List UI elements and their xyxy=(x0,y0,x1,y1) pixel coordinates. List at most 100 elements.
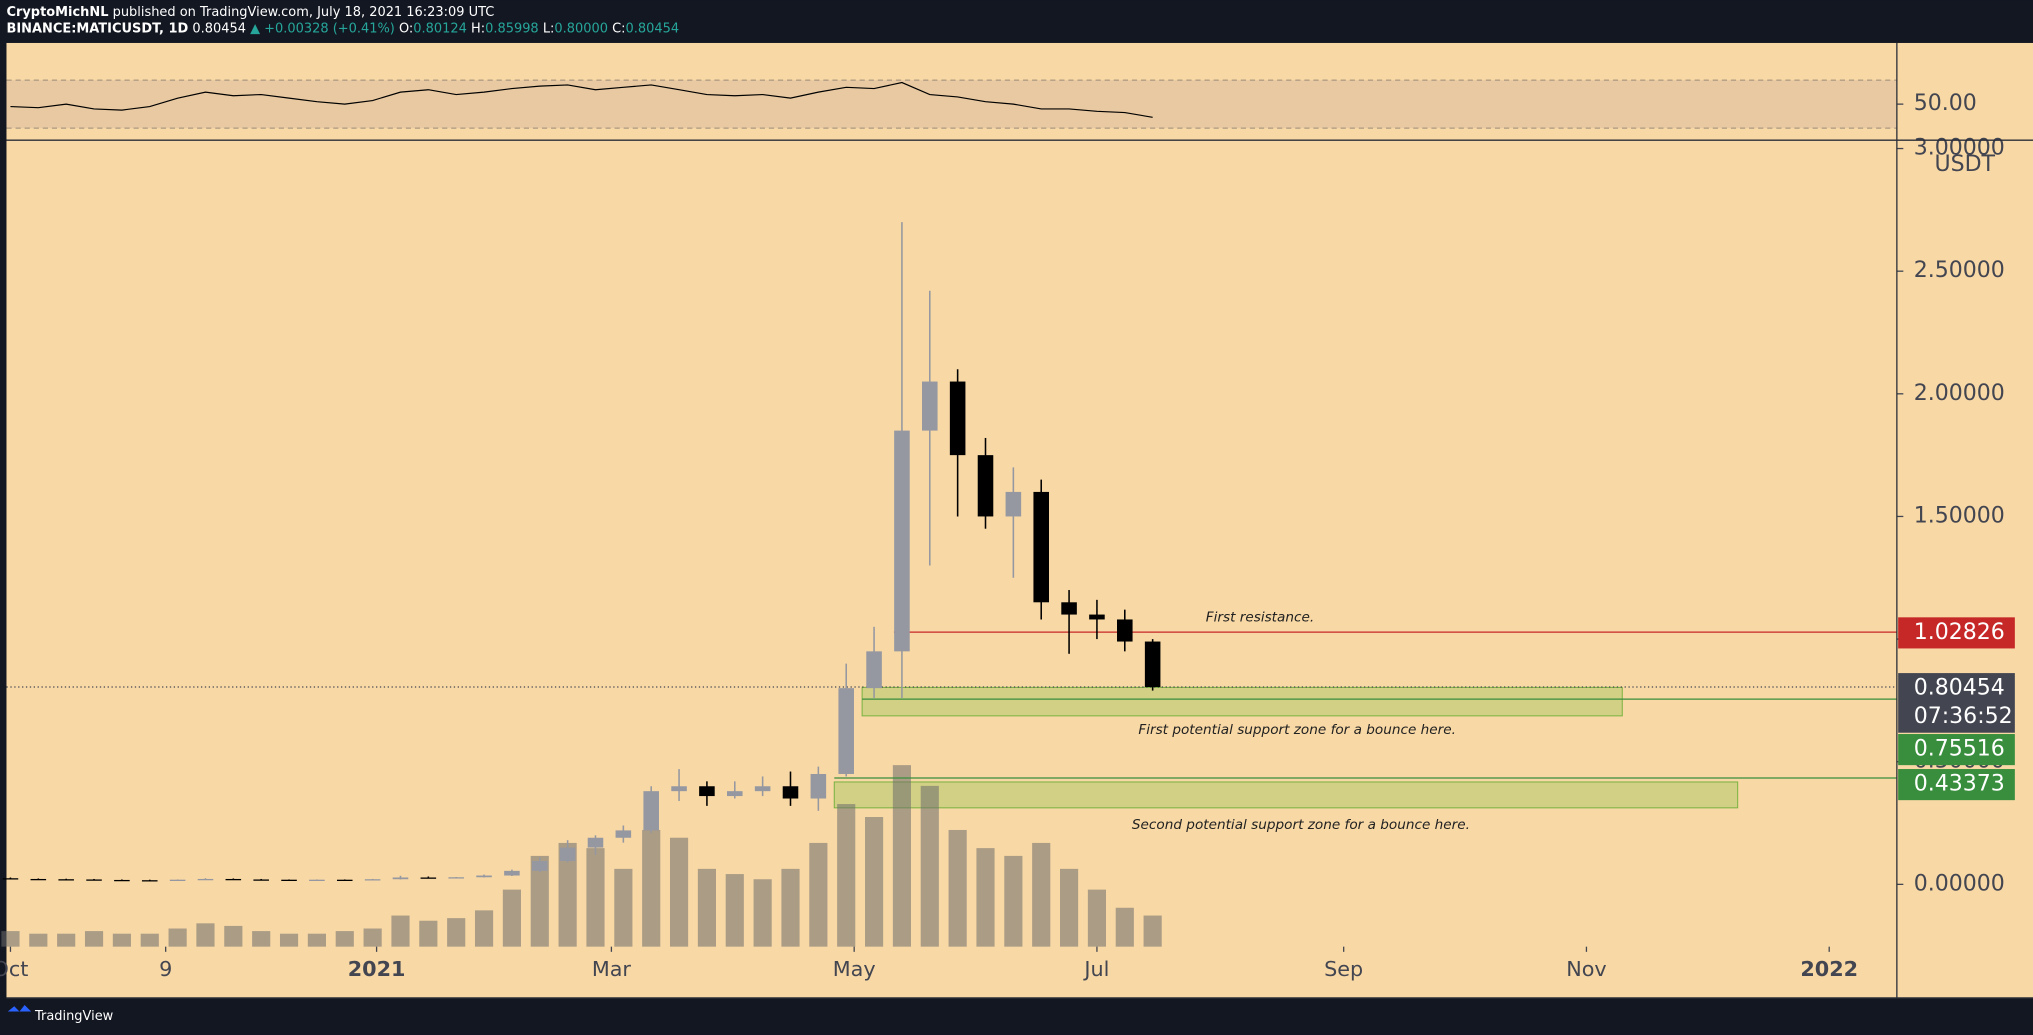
volume-bar xyxy=(474,910,494,947)
volume-bar xyxy=(530,855,549,947)
brand-logo xyxy=(7,1005,32,1012)
candle-body xyxy=(281,879,297,881)
annotation: First potential support zone for a bounc… xyxy=(1138,722,1456,738)
candle-body xyxy=(448,877,464,879)
support-zone xyxy=(833,781,1739,809)
volume-bar xyxy=(697,868,716,947)
price-tag-label: 0.43373 xyxy=(1914,772,2005,797)
last-price: 0.80454 xyxy=(192,21,246,36)
candle-body xyxy=(364,879,381,881)
candle-body xyxy=(169,879,186,881)
open-key: O: xyxy=(399,21,413,36)
candle-body xyxy=(504,870,520,876)
change: ▲ +0.00328 (+0.41%) xyxy=(250,21,395,36)
candle-body xyxy=(615,830,632,838)
candle-body xyxy=(1144,641,1161,688)
candle-body xyxy=(699,786,715,797)
volume-bar xyxy=(140,933,159,947)
x-tick-label: Sep xyxy=(1324,957,1363,981)
x-tick-label: Jul xyxy=(1082,957,1109,981)
symbol: BINANCE:MATICUSDT, 1D xyxy=(6,21,188,36)
price-tag-label: 0.75516 xyxy=(1914,737,2005,762)
price-tag xyxy=(1898,617,2015,649)
volume-bar xyxy=(753,879,772,947)
y-tick-label: 0.00000 xyxy=(1914,871,2005,896)
x-tick-label: Mar xyxy=(592,957,632,981)
candle-body xyxy=(810,773,827,799)
volume-bar xyxy=(391,915,410,947)
candle-body xyxy=(1005,491,1022,517)
candle-body xyxy=(671,786,687,792)
author: CryptoMichNL xyxy=(6,4,108,19)
candle-body xyxy=(894,430,910,652)
volume-bar xyxy=(948,829,967,947)
candle-body xyxy=(1033,491,1049,603)
candle-body xyxy=(922,381,938,431)
close-key: C: xyxy=(612,21,625,36)
volume-bar xyxy=(558,842,577,947)
header-line-2: BINANCE:MATICUSDT, 1D 0.80454 ▲ +0.00328… xyxy=(6,21,679,36)
rsi-band xyxy=(6,80,1897,129)
volume-bar xyxy=(1059,868,1079,947)
volume-bar xyxy=(196,923,215,947)
candle-body xyxy=(420,877,437,879)
price-tag-label: 1.02826 xyxy=(1914,620,2005,645)
volume-bar xyxy=(892,765,912,947)
volume-bar xyxy=(725,874,744,947)
high-key: H: xyxy=(471,21,485,36)
y-tick-label: 2.50000 xyxy=(1914,258,2005,283)
candle-body xyxy=(977,455,994,517)
candle-body xyxy=(1061,602,1077,615)
candle-body xyxy=(754,786,771,792)
volume-bar xyxy=(29,933,48,947)
x-tick-label: 9 xyxy=(159,957,172,981)
price-tag xyxy=(1898,734,2015,766)
volume-bar xyxy=(1,931,20,947)
candle-body xyxy=(1117,619,1133,642)
candle-body xyxy=(141,880,158,882)
rsi-tick-label: 50.00 xyxy=(1914,91,1977,116)
volume-bar xyxy=(335,931,354,947)
close-value: 0.80454 xyxy=(626,21,680,36)
volume-bar xyxy=(1004,855,1023,947)
header-line-1: CryptoMichNL published on TradingView.co… xyxy=(6,4,494,19)
low-key: L: xyxy=(543,21,555,36)
volume-bar xyxy=(1115,907,1134,947)
low-value: 0.80000 xyxy=(554,21,608,36)
open-value: 0.80124 xyxy=(413,21,467,36)
volume-bar xyxy=(1087,889,1107,947)
y-tick-label: 1.50000 xyxy=(1914,503,2005,528)
candle-body xyxy=(197,878,214,881)
candle-body xyxy=(559,847,576,862)
volume-bar xyxy=(614,868,633,947)
volume-bar xyxy=(168,928,187,947)
price-tag xyxy=(1898,673,2015,733)
price-tag xyxy=(1898,769,2015,801)
candle-body xyxy=(531,861,548,871)
support-zone xyxy=(861,686,1623,717)
candle-body xyxy=(86,879,102,881)
volume-bar xyxy=(57,933,76,947)
high-value: 0.85998 xyxy=(485,21,539,36)
volume-bar xyxy=(502,889,521,947)
candle-body xyxy=(643,791,659,831)
brand: TradingView xyxy=(34,1009,114,1024)
candle-body xyxy=(392,877,409,880)
candle-body xyxy=(726,791,743,797)
countdown: 07:36:52 xyxy=(1914,704,2013,729)
candle-body xyxy=(30,878,47,881)
annotation: Second potential support zone for a boun… xyxy=(1132,817,1470,833)
volume-bar xyxy=(363,928,382,947)
candle-body xyxy=(866,651,882,689)
volume-bar xyxy=(224,925,243,947)
volume-bar xyxy=(1032,842,1051,947)
candle-body xyxy=(114,879,130,882)
volume-bar xyxy=(642,829,661,947)
x-tick-label: 2022 xyxy=(1800,957,1858,981)
annotation: First resistance. xyxy=(1206,609,1314,625)
chart-background xyxy=(6,42,2033,999)
volume-bar xyxy=(1143,915,1162,947)
candle-body xyxy=(336,879,353,881)
